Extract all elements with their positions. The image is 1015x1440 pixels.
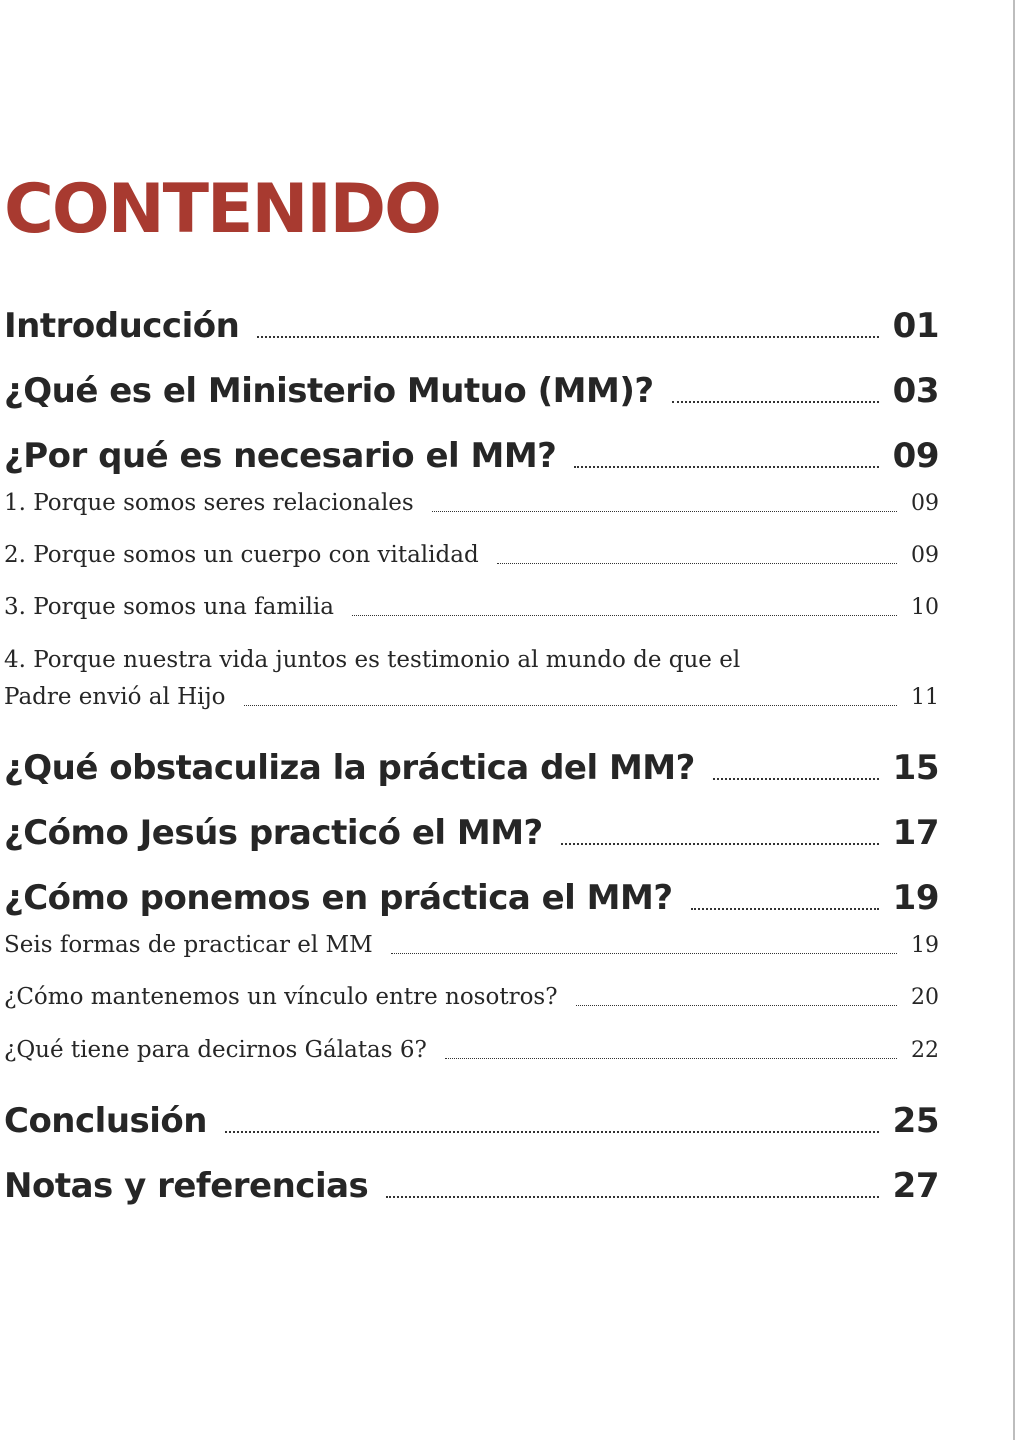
toc-entry-page: 27 [892, 1166, 940, 1206]
toc-entry-page: 15 [892, 748, 940, 788]
dot-leader [671, 401, 879, 403]
toc-entry-vinculo[interactable]: ¿Cómo mantenemos un vínculo entre nosotr… [4, 984, 939, 1010]
toc-entry-galatas[interactable]: ¿Qué tiene para decirnos Gálatas 6? 22 [4, 1037, 939, 1063]
toc-entry-label: ¿Qué es el Ministerio Mutuo (MM)? [4, 371, 654, 411]
toc-entry-introduccion[interactable]: Introducción 01 [4, 306, 940, 346]
toc-entry-page: 17 [892, 813, 940, 853]
toc-entry-label: ¿Qué tiene para decirnos Gálatas 6? [4, 1037, 427, 1063]
toc-entry-familia[interactable]: 3. Porque somos una familia 10 [4, 594, 939, 620]
toc-entry-por-que-necesario[interactable]: ¿Por qué es necesario el MM? 09 [4, 436, 940, 476]
toc-entry-obstaculiza[interactable]: ¿Qué obstaculiza la práctica del MM? 15 [4, 748, 940, 788]
dot-leader [390, 953, 897, 954]
toc-title: CONTENIDO [4, 170, 442, 249]
toc-entry-seres-relacionales[interactable]: 1. Porque somos seres relacionales 09 [4, 490, 939, 516]
toc-entry-page: 19 [892, 878, 940, 918]
dot-leader [496, 563, 897, 564]
toc-entry-label: ¿Qué obstaculiza la práctica del MM? [4, 748, 695, 788]
dot-leader [257, 336, 879, 338]
page-edge [1013, 0, 1015, 1440]
dot-leader [352, 615, 897, 616]
toc-entry-page: 25 [892, 1101, 940, 1141]
toc-entry-ponemos-en-practica[interactable]: ¿Cómo ponemos en práctica el MM? 19 [4, 878, 940, 918]
dot-leader [712, 778, 879, 780]
toc-entry-page: 10 [911, 595, 939, 620]
toc-entry-label: 1. Porque somos seres relacionales [4, 490, 414, 516]
toc-entry-label: Seis formas de practicar el MM [4, 932, 373, 958]
toc-entry-label: ¿Cómo mantenemos un vínculo entre nosotr… [4, 984, 558, 1010]
toc-entry-label: Notas y referencias [4, 1166, 369, 1206]
dot-leader [431, 511, 897, 512]
toc-entry-label: ¿Por qué es necesario el MM? [4, 436, 557, 476]
dot-leader [386, 1196, 879, 1198]
toc-entry-label: 3. Porque somos una familia [4, 594, 334, 620]
toc-entry-page: 09 [892, 436, 940, 476]
toc-entry-jesus-practico[interactable]: ¿Cómo Jesús practicó el MM? 17 [4, 813, 940, 853]
toc-entry-label: Conclusión [4, 1101, 207, 1141]
toc-entry-page: 19 [911, 933, 939, 958]
toc-entry-conclusion[interactable]: Conclusión 25 [4, 1101, 940, 1141]
toc-entry-label: 2. Porque somos un cuerpo con vitalidad [4, 542, 479, 568]
toc-entry-label: ¿Cómo Jesús practicó el MM? [4, 813, 543, 853]
dot-leader [243, 705, 897, 706]
toc-entry-page: 22 [911, 1038, 939, 1063]
toc-entry-label: Padre envió al Hijo [4, 684, 226, 710]
toc-entry-page: 11 [911, 685, 939, 710]
toc-entry-label: ¿Cómo ponemos en práctica el MM? [4, 878, 673, 918]
toc-entry-page: 20 [911, 985, 939, 1010]
toc-entry-page: 01 [892, 306, 940, 346]
dot-leader [560, 843, 879, 845]
toc-entry-page: 03 [892, 371, 940, 411]
toc-entry-testimonio-line1[interactable]: 4. Porque nuestra vida juntos es testimo… [4, 647, 741, 673]
toc-entry-page: 09 [911, 543, 939, 568]
toc-entry-label: Introducción [4, 306, 240, 346]
dot-leader [224, 1131, 879, 1133]
dot-leader [690, 908, 879, 910]
toc-entry-que-es-mm[interactable]: ¿Qué es el Ministerio Mutuo (MM)? 03 [4, 371, 940, 411]
dot-leader [575, 1005, 897, 1006]
dot-leader [574, 466, 879, 468]
toc-entry-testimonio[interactable]: Padre envió al Hijo 11 [4, 684, 939, 710]
toc-entry-notas[interactable]: Notas y referencias 27 [4, 1166, 940, 1206]
toc-entry-seis-formas[interactable]: Seis formas de practicar el MM 19 [4, 932, 939, 958]
toc-entry-page: 09 [911, 491, 939, 516]
dot-leader [444, 1058, 897, 1059]
toc-entry-cuerpo-vitalidad[interactable]: 2. Porque somos un cuerpo con vitalidad … [4, 542, 939, 568]
